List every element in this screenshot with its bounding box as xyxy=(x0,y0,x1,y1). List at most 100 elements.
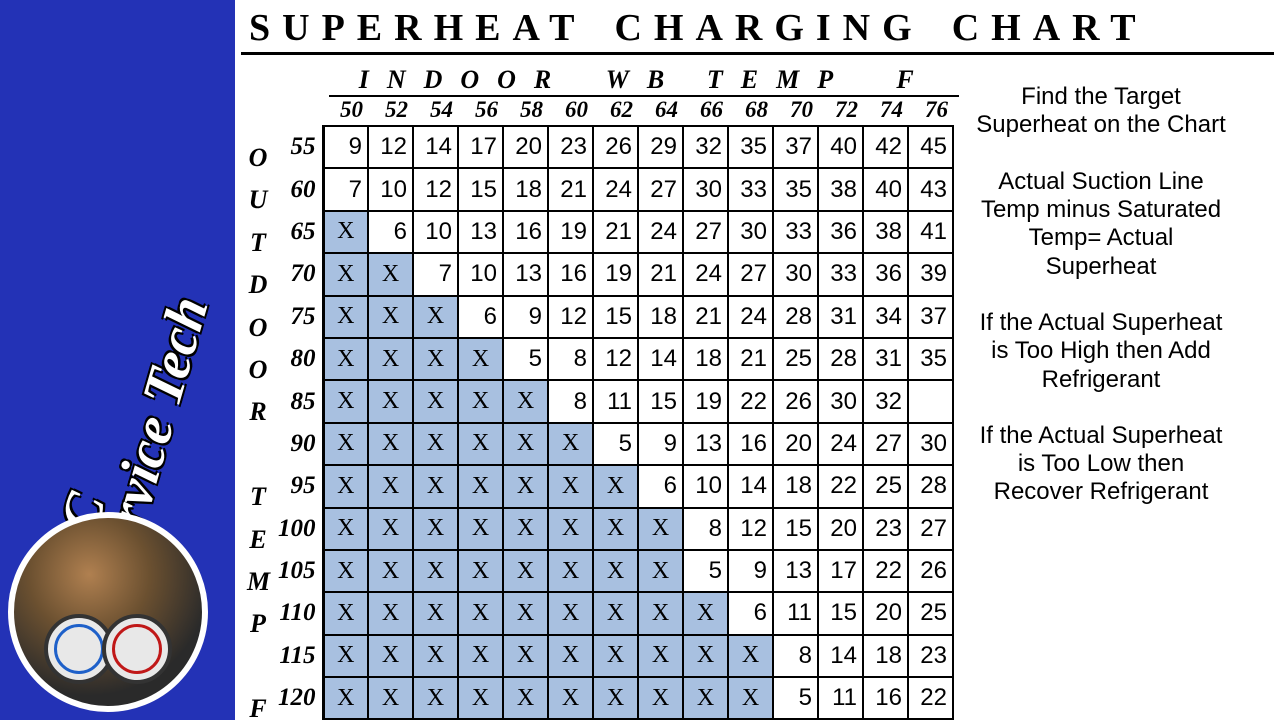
grid-cell: 16 xyxy=(503,211,548,253)
instruction-paragraph: If the Actual Superheat is Too High then… xyxy=(973,309,1229,394)
grid-cell: 34 xyxy=(863,296,908,338)
grid-cell: X xyxy=(413,508,458,550)
grid-cell: 40 xyxy=(818,126,863,168)
grid-cell: 38 xyxy=(818,168,863,210)
grid-cell: X xyxy=(458,592,503,634)
row-header: 120 xyxy=(269,677,323,719)
grid-cell: 31 xyxy=(818,296,863,338)
grid-cell: X xyxy=(458,423,503,465)
grid-cell xyxy=(908,380,953,422)
grid-cell: 22 xyxy=(728,380,773,422)
grid-cell: X xyxy=(323,338,368,380)
superheat-grid: 5591214172023262932353740424560710121518… xyxy=(269,125,954,720)
grid-cell: 8 xyxy=(773,635,818,677)
grid-cell: 8 xyxy=(548,338,593,380)
instruction-paragraph: Actual Suction Line Temp minus Saturated… xyxy=(973,168,1229,281)
grid-cell: 27 xyxy=(863,423,908,465)
column-header: 58 xyxy=(509,97,554,123)
grid-cell: 25 xyxy=(863,465,908,507)
grid-cell: 18 xyxy=(773,465,818,507)
grid-cell: X xyxy=(728,677,773,719)
grid-cell: 28 xyxy=(818,338,863,380)
grid-cell: 30 xyxy=(908,423,953,465)
row-axis-letter: R xyxy=(247,391,269,433)
grid-cell: 9 xyxy=(503,296,548,338)
grid-cell: 20 xyxy=(773,423,818,465)
grid-cell: 27 xyxy=(638,168,683,210)
grid-cell: 11 xyxy=(818,677,863,719)
channel-logo-text: AC Service Tech xyxy=(44,0,235,586)
grid-cell: X xyxy=(368,677,413,719)
row-axis-letter: O xyxy=(247,349,269,391)
grid-cell: 45 xyxy=(908,126,953,168)
grid-cell: X xyxy=(548,508,593,550)
grid-cell: 24 xyxy=(683,253,728,295)
grid-cell: X xyxy=(413,338,458,380)
grid-cell: 7 xyxy=(413,253,458,295)
row-axis-letter: U xyxy=(247,179,269,221)
column-header: 50 xyxy=(329,97,374,123)
grid-cell: 35 xyxy=(773,168,818,210)
row-header: 85 xyxy=(269,380,323,422)
grid-cell: 27 xyxy=(728,253,773,295)
grid-cell: X xyxy=(368,380,413,422)
grid-cell: 11 xyxy=(593,380,638,422)
grid-cell: X xyxy=(593,677,638,719)
grid-cell: 24 xyxy=(638,211,683,253)
grid-cell: 20 xyxy=(818,508,863,550)
grid-cell: X xyxy=(323,635,368,677)
row-header: 95 xyxy=(269,465,323,507)
instruction-paragraph: If the Actual Superheat is Too Low then … xyxy=(973,422,1229,507)
grid-cell: 24 xyxy=(728,296,773,338)
column-header: 64 xyxy=(644,97,689,123)
grid-cell: X xyxy=(458,677,503,719)
grid-cell: 22 xyxy=(818,465,863,507)
grid-cell: X xyxy=(458,465,503,507)
grid-cell: X xyxy=(548,677,593,719)
chart-panel: SUPERHEATCHARGINGCHART OUTDOORTEMPF INDO… xyxy=(235,0,1280,720)
video-frame: AC Service Tech SUPERHEATCHARGINGCHART O… xyxy=(0,0,1280,720)
column-header: 72 xyxy=(824,97,869,123)
grid-cell: X xyxy=(458,380,503,422)
grid-cell: 12 xyxy=(593,338,638,380)
grid-cell: 11 xyxy=(773,592,818,634)
grid-cell: 36 xyxy=(863,253,908,295)
grid-cell: X xyxy=(413,296,458,338)
grid-cell: 24 xyxy=(818,423,863,465)
grid-cell: 28 xyxy=(773,296,818,338)
grid-cell: 9 xyxy=(728,550,773,592)
column-header: 54 xyxy=(419,97,464,123)
grid-cell: 7 xyxy=(323,168,368,210)
grid-cell: 18 xyxy=(503,168,548,210)
row-axis-letter: O xyxy=(247,137,269,179)
grid-cell: 10 xyxy=(458,253,503,295)
grid-cell: X xyxy=(368,550,413,592)
grid-cell: 30 xyxy=(683,168,728,210)
instruction-paragraph: Find the Target Superheat on the Chart xyxy=(973,83,1229,140)
grid-cell: 32 xyxy=(683,126,728,168)
grid-cell: 5 xyxy=(593,423,638,465)
column-header: 74 xyxy=(869,97,914,123)
grid-cell: 12 xyxy=(368,126,413,168)
row-axis-letter: T xyxy=(247,476,269,518)
grid-cell: X xyxy=(638,508,683,550)
grid-cell: 15 xyxy=(458,168,503,210)
grid-cell: X xyxy=(503,592,548,634)
grid-cell: 39 xyxy=(908,253,953,295)
grid-cell: X xyxy=(638,677,683,719)
grid-cell: 24 xyxy=(593,168,638,210)
grid-cell: 21 xyxy=(638,253,683,295)
grid-cell: 6 xyxy=(638,465,683,507)
column-header: 66 xyxy=(689,97,734,123)
grid-cell: X xyxy=(458,338,503,380)
grid-cell: 21 xyxy=(548,168,593,210)
column-headers: 5052545658606264666870727476 xyxy=(329,97,959,123)
grid-cell: 26 xyxy=(593,126,638,168)
title-seg-2: CHARGING xyxy=(614,7,923,49)
grid-cell: X xyxy=(413,380,458,422)
grid-cell: 27 xyxy=(908,508,953,550)
grid-cell: 17 xyxy=(818,550,863,592)
grid-cell: 20 xyxy=(503,126,548,168)
grid-cell: X xyxy=(413,592,458,634)
grid-cell: 12 xyxy=(728,508,773,550)
